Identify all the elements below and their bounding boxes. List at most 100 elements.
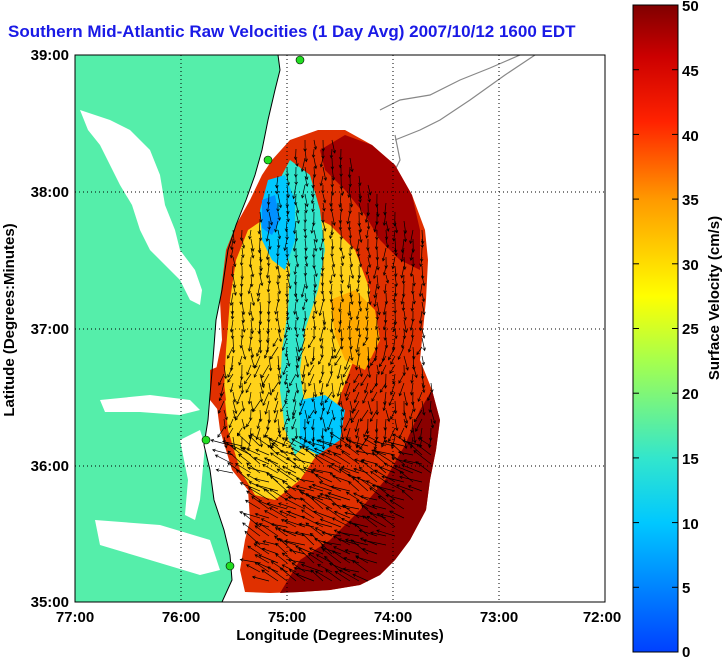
velocity-arrow <box>329 283 333 295</box>
velocity-arrow <box>358 229 363 243</box>
velocity-arrow <box>247 487 270 501</box>
velocity-arrow <box>321 211 325 224</box>
velocity-arrow <box>245 564 261 573</box>
velocity-arrow <box>235 469 252 483</box>
velocity-arrow <box>318 355 324 365</box>
colorbar-tick-label: 0 <box>682 644 690 659</box>
velocity-arrow <box>313 238 318 252</box>
velocity-arrow <box>242 446 261 456</box>
velocity-arrow <box>256 283 261 297</box>
velocity-arrow <box>348 175 352 188</box>
velocity-arrow <box>371 391 378 402</box>
velocity-arrow <box>350 409 360 424</box>
velocity-arrow <box>376 274 380 290</box>
velocity-arrow <box>278 538 297 555</box>
velocity-arrow <box>314 454 333 465</box>
velocity-arrow <box>410 418 414 434</box>
velocity-arrow <box>307 440 324 447</box>
velocity-arrow <box>379 466 396 474</box>
velocity-arrow <box>319 238 324 252</box>
velocity-arrow <box>286 382 291 394</box>
velocity-arrow <box>238 355 243 366</box>
velocity-arrow <box>376 256 380 271</box>
velocity-arrow <box>313 400 318 415</box>
velocity-arrow <box>292 238 297 252</box>
velocity-arrow <box>391 256 396 270</box>
velocity-arrow <box>403 229 408 243</box>
velocity-arrow <box>300 563 324 573</box>
velocity-arrow <box>270 561 288 573</box>
velocity-arrow <box>355 555 378 564</box>
velocity-arrow <box>250 433 270 447</box>
velocity-arrow <box>382 400 387 412</box>
velocity-arrow <box>250 265 255 278</box>
velocity-arrow <box>307 364 315 376</box>
velocity-arrow <box>262 391 270 406</box>
velocity-arrow <box>277 283 282 295</box>
velocity-arrow <box>293 148 298 161</box>
velocity-arrow <box>303 466 324 474</box>
velocity-arrow <box>402 439 423 447</box>
velocity-arrow <box>418 310 423 325</box>
velocity-arrow <box>356 499 369 510</box>
velocity-arrow <box>284 498 306 510</box>
velocity-arrow <box>413 409 423 423</box>
velocity-arrow <box>322 166 328 182</box>
velocity-arrow <box>229 382 234 393</box>
colorbar-tick-label: 30 <box>682 257 699 274</box>
velocity-arrow <box>319 382 324 396</box>
velocity-arrow <box>388 346 396 361</box>
velocity-arrow <box>265 247 270 261</box>
velocity-arrow <box>393 464 414 474</box>
velocity-arrow <box>353 400 360 412</box>
velocity-arrow <box>277 229 282 240</box>
velocity-arrow <box>242 522 261 537</box>
velocity-arrow <box>357 328 362 338</box>
velocity-arrow <box>299 497 315 510</box>
velocity-arrow <box>327 492 351 501</box>
velocity-arrow <box>394 418 399 432</box>
velocity-arrow <box>276 238 281 249</box>
velocity-arrow <box>318 373 324 384</box>
velocity-arrow <box>367 292 372 306</box>
station-marker <box>263 155 273 165</box>
velocity-arrow <box>274 391 279 402</box>
velocity-arrow <box>340 184 344 197</box>
velocity-arrow <box>390 382 396 396</box>
velocity-arrow <box>277 364 283 379</box>
velocity-arrow <box>267 274 272 285</box>
velocity-arrow <box>254 483 279 492</box>
velocity-arrow <box>261 547 279 555</box>
velocity-arrow <box>329 364 334 375</box>
velocity-arrow <box>281 528 306 537</box>
velocity-arrow <box>264 400 270 415</box>
velocity-arrow <box>403 459 423 465</box>
velocity-arrow <box>308 373 315 387</box>
velocity-arrow <box>331 139 336 154</box>
velocity-arrow <box>239 337 243 349</box>
velocity-arrow <box>349 238 354 250</box>
velocity-arrow <box>302 328 306 338</box>
velocity-arrow <box>361 504 378 519</box>
velocity-arrow <box>331 166 336 181</box>
velocity-arrow <box>300 491 324 501</box>
x-tick-label: 77:00 <box>56 609 94 626</box>
velocity-arrow <box>304 202 308 214</box>
velocity-arrow <box>236 432 252 447</box>
velocity-arrow <box>407 337 414 353</box>
velocity-arrow <box>277 328 283 343</box>
velocity-arrow <box>264 434 279 447</box>
velocity-arrow <box>288 548 306 555</box>
velocity-arrow <box>331 211 336 226</box>
velocity-arrow <box>317 564 333 573</box>
velocity-arrow <box>325 569 342 582</box>
velocity-arrow <box>250 292 256 307</box>
velocity-arrow <box>355 355 360 371</box>
velocity-arrow <box>382 265 387 276</box>
velocity-arrow <box>248 256 253 268</box>
velocity-arrow <box>275 542 288 555</box>
velocity-arrow <box>283 328 288 339</box>
velocity-arrow <box>280 400 288 413</box>
velocity-arrow <box>384 229 389 241</box>
velocity-arrow <box>258 523 279 537</box>
